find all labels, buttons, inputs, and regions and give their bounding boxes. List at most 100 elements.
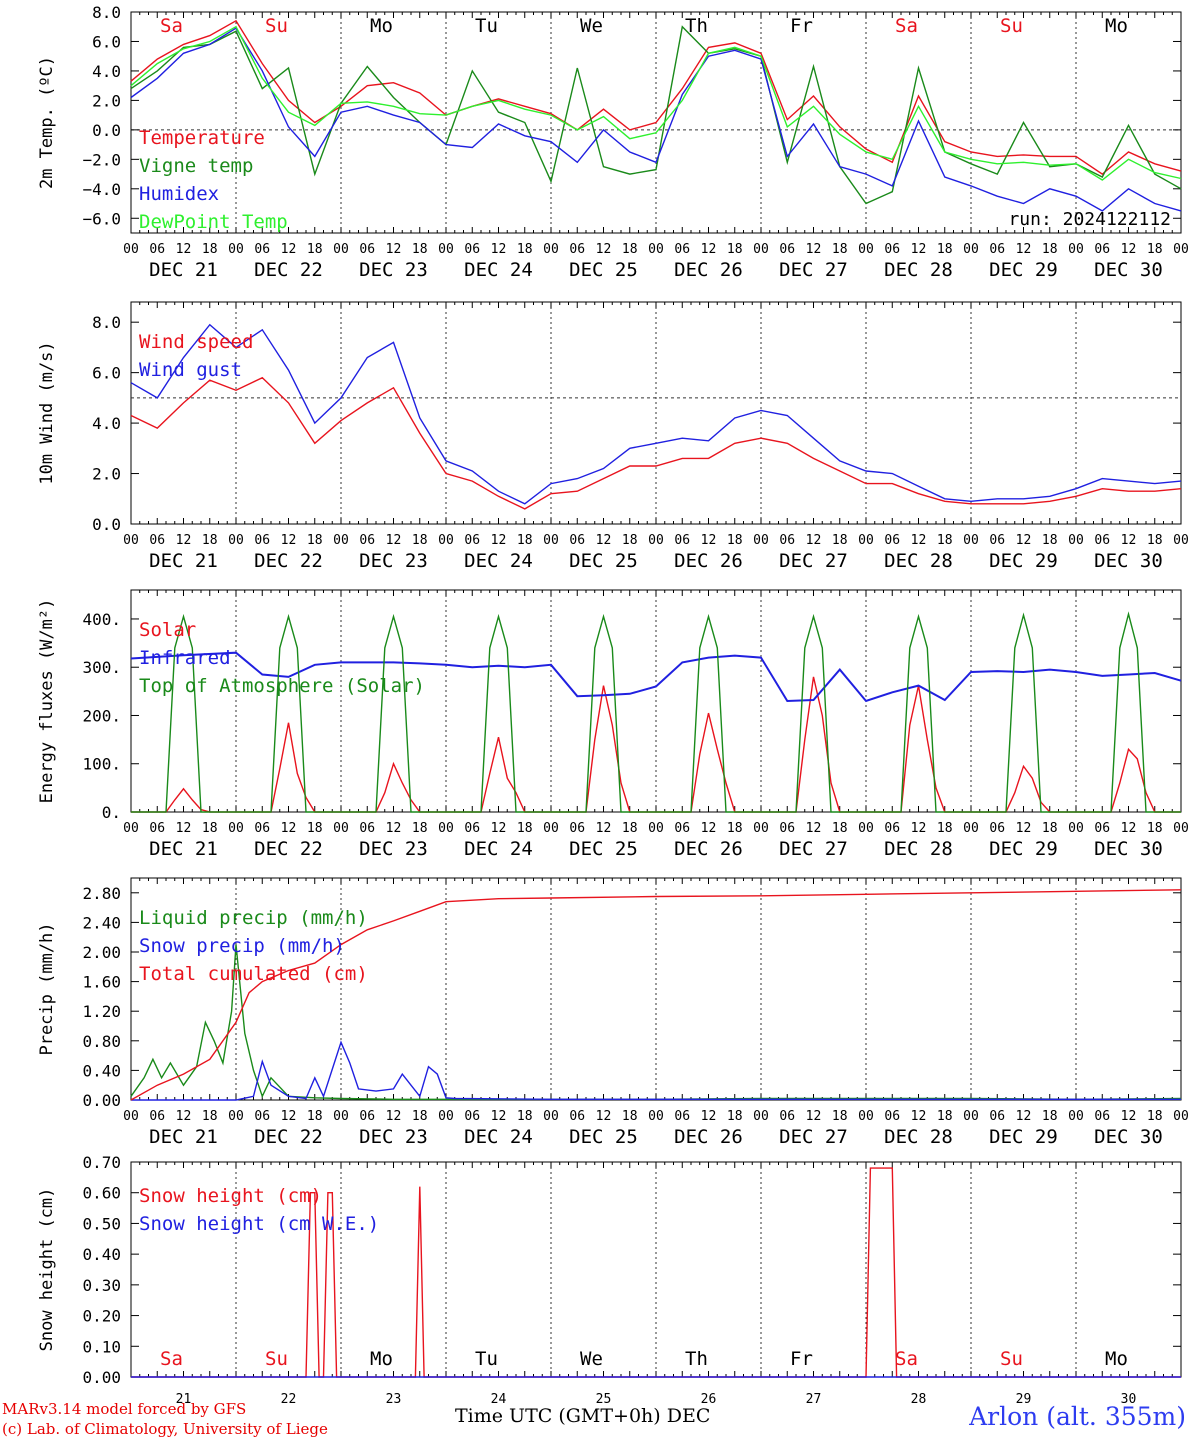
- hour-tick-label: 06: [989, 1109, 1005, 1124]
- hour-tick-label: 12: [911, 1109, 927, 1124]
- weekday-label: Su: [1000, 15, 1023, 37]
- hour-tick-label: 00: [1068, 821, 1084, 836]
- hour-tick-label: 18: [937, 533, 953, 548]
- hour-tick-label: 00: [1068, 533, 1084, 548]
- weekday-label: Fr: [790, 15, 813, 37]
- y-tick-label: 2.00: [82, 943, 121, 962]
- legend-entry: Snow precip (mm/h): [139, 935, 345, 957]
- hour-tick-label: 00: [963, 242, 979, 257]
- hour-tick-label: 00: [333, 821, 349, 836]
- hour-tick-label: 12: [701, 533, 717, 548]
- legend-entry: Vigne temp: [139, 155, 253, 177]
- model-credit: MARv3.14 model forced by GFS: [2, 1400, 247, 1418]
- hour-tick-label: 18: [307, 533, 323, 548]
- y-tick-label: 0.: [102, 803, 121, 822]
- hour-tick-label: 18: [622, 242, 638, 257]
- hour-tick-label: 12: [596, 821, 612, 836]
- hour-tick-label: 18: [727, 821, 743, 836]
- date-label: DEC 26: [674, 550, 743, 572]
- date-label: DEC 22: [254, 838, 323, 860]
- hour-tick-label: 06: [569, 1109, 585, 1124]
- y-tick-label: 0.0: [92, 515, 121, 534]
- hour-tick-label: 12: [1016, 533, 1032, 548]
- day-number-label: 24: [491, 1392, 507, 1407]
- hour-tick-label: 12: [386, 242, 402, 257]
- hour-tick-label: 12: [701, 242, 717, 257]
- hour-tick-label: 12: [281, 533, 297, 548]
- date-label: DEC 23: [359, 838, 428, 860]
- hour-tick-label: 00: [648, 821, 664, 836]
- hour-tick-label: 06: [1094, 1109, 1110, 1124]
- date-label: DEC 29: [989, 1126, 1058, 1148]
- date-label: DEC 24: [464, 550, 533, 572]
- hour-tick-label: 00: [858, 242, 874, 257]
- hour-tick-label: 00: [333, 1109, 349, 1124]
- y-tick-label: 1.20: [82, 1002, 121, 1021]
- hour-tick-label: 00: [543, 1109, 559, 1124]
- date-label: DEC 26: [674, 838, 743, 860]
- hour-tick-label: 12: [701, 821, 717, 836]
- temp-panel: 8.0 6.0 4.0 2.0 0.0 −2.0 −4.0 −6.0 2m Temp. (ºC)…: [37, 3, 1189, 281]
- legend-entry: Temperature: [139, 127, 265, 149]
- day-number-label: 22: [281, 1392, 297, 1407]
- hour-tick-label: 12: [281, 821, 297, 836]
- weekday-label: Mo: [370, 1348, 393, 1370]
- hour-tick-label: 06: [254, 821, 270, 836]
- y-tick-label: 4.0: [92, 62, 121, 81]
- series-line-top-of-atmosphere-solar-: [131, 611, 1181, 813]
- hour-tick-label: 06: [254, 1109, 270, 1124]
- weekday-label: Sa: [895, 1348, 918, 1370]
- hour-tick-label: 00: [1173, 821, 1189, 836]
- hour-tick-label: 06: [359, 1109, 375, 1124]
- hour-tick-label: 00: [228, 533, 244, 548]
- date-label: DEC 21: [149, 838, 218, 860]
- date-label: DEC 30: [1094, 1126, 1163, 1148]
- series-line-wind-gust: [130, 323, 1182, 505]
- hour-tick-label: 06: [569, 242, 585, 257]
- hour-tick-label: 18: [1147, 821, 1163, 836]
- hour-tick-label: 18: [307, 242, 323, 257]
- date-label: DEC 26: [674, 1126, 743, 1148]
- hour-tick-label: 12: [1016, 1109, 1032, 1124]
- hour-tick-label: 06: [779, 821, 795, 836]
- day-number-label: 25: [596, 1392, 612, 1407]
- y-axis-label: 2m Temp. (ºC): [37, 56, 57, 189]
- hour-tick-label: 00: [123, 1109, 139, 1124]
- hour-tick-label: 12: [596, 242, 612, 257]
- hour-tick-label: 18: [307, 1109, 323, 1124]
- day-number-label: 30: [1121, 1392, 1137, 1407]
- hour-tick-label: 12: [806, 533, 822, 548]
- hour-tick-label: 06: [884, 1109, 900, 1124]
- snow-panel: 0.00 0.10 0.20 0.30 0.40 0.50 0.60 0.70 Snow hei…: [37, 1153, 1182, 1407]
- hour-tick-label: 12: [1121, 1109, 1137, 1124]
- hour-tick-label: 06: [989, 533, 1005, 548]
- date-label: DEC 23: [359, 1126, 428, 1148]
- hour-tick-label: 18: [1147, 1109, 1163, 1124]
- legend-entry: Snow height (cm W.E.): [139, 1213, 379, 1235]
- hour-tick-label: 00: [1173, 1109, 1189, 1124]
- hour-tick-label: 06: [464, 533, 480, 548]
- hour-tick-label: 06: [149, 533, 165, 548]
- series-line-infrared: [130, 651, 1182, 703]
- series-line-vigne-temp: [130, 25, 1182, 205]
- hour-tick-label: 12: [176, 821, 192, 836]
- date-label: DEC 27: [779, 838, 848, 860]
- hour-tick-label: 06: [779, 533, 795, 548]
- hour-tick-label: 18: [1042, 242, 1058, 257]
- hour-tick-label: 00: [543, 242, 559, 257]
- hour-tick-label: 12: [1121, 821, 1137, 836]
- hour-tick-label: 18: [832, 821, 848, 836]
- date-label: DEC 30: [1094, 838, 1163, 860]
- hour-tick-label: 00: [228, 242, 244, 257]
- hour-tick-label: 18: [517, 821, 533, 836]
- hour-tick-label: 06: [149, 1109, 165, 1124]
- date-label: DEC 21: [149, 259, 218, 281]
- y-tick-label: 4.0: [92, 414, 121, 433]
- date-label: DEC 27: [779, 550, 848, 572]
- hour-tick-label: 06: [464, 821, 480, 836]
- hour-tick-label: 18: [202, 821, 218, 836]
- hour-tick-label: 06: [1094, 533, 1110, 548]
- y-tick-label: 2.0: [92, 91, 121, 110]
- hour-tick-label: 00: [123, 242, 139, 257]
- hour-tick-label: 18: [202, 1109, 218, 1124]
